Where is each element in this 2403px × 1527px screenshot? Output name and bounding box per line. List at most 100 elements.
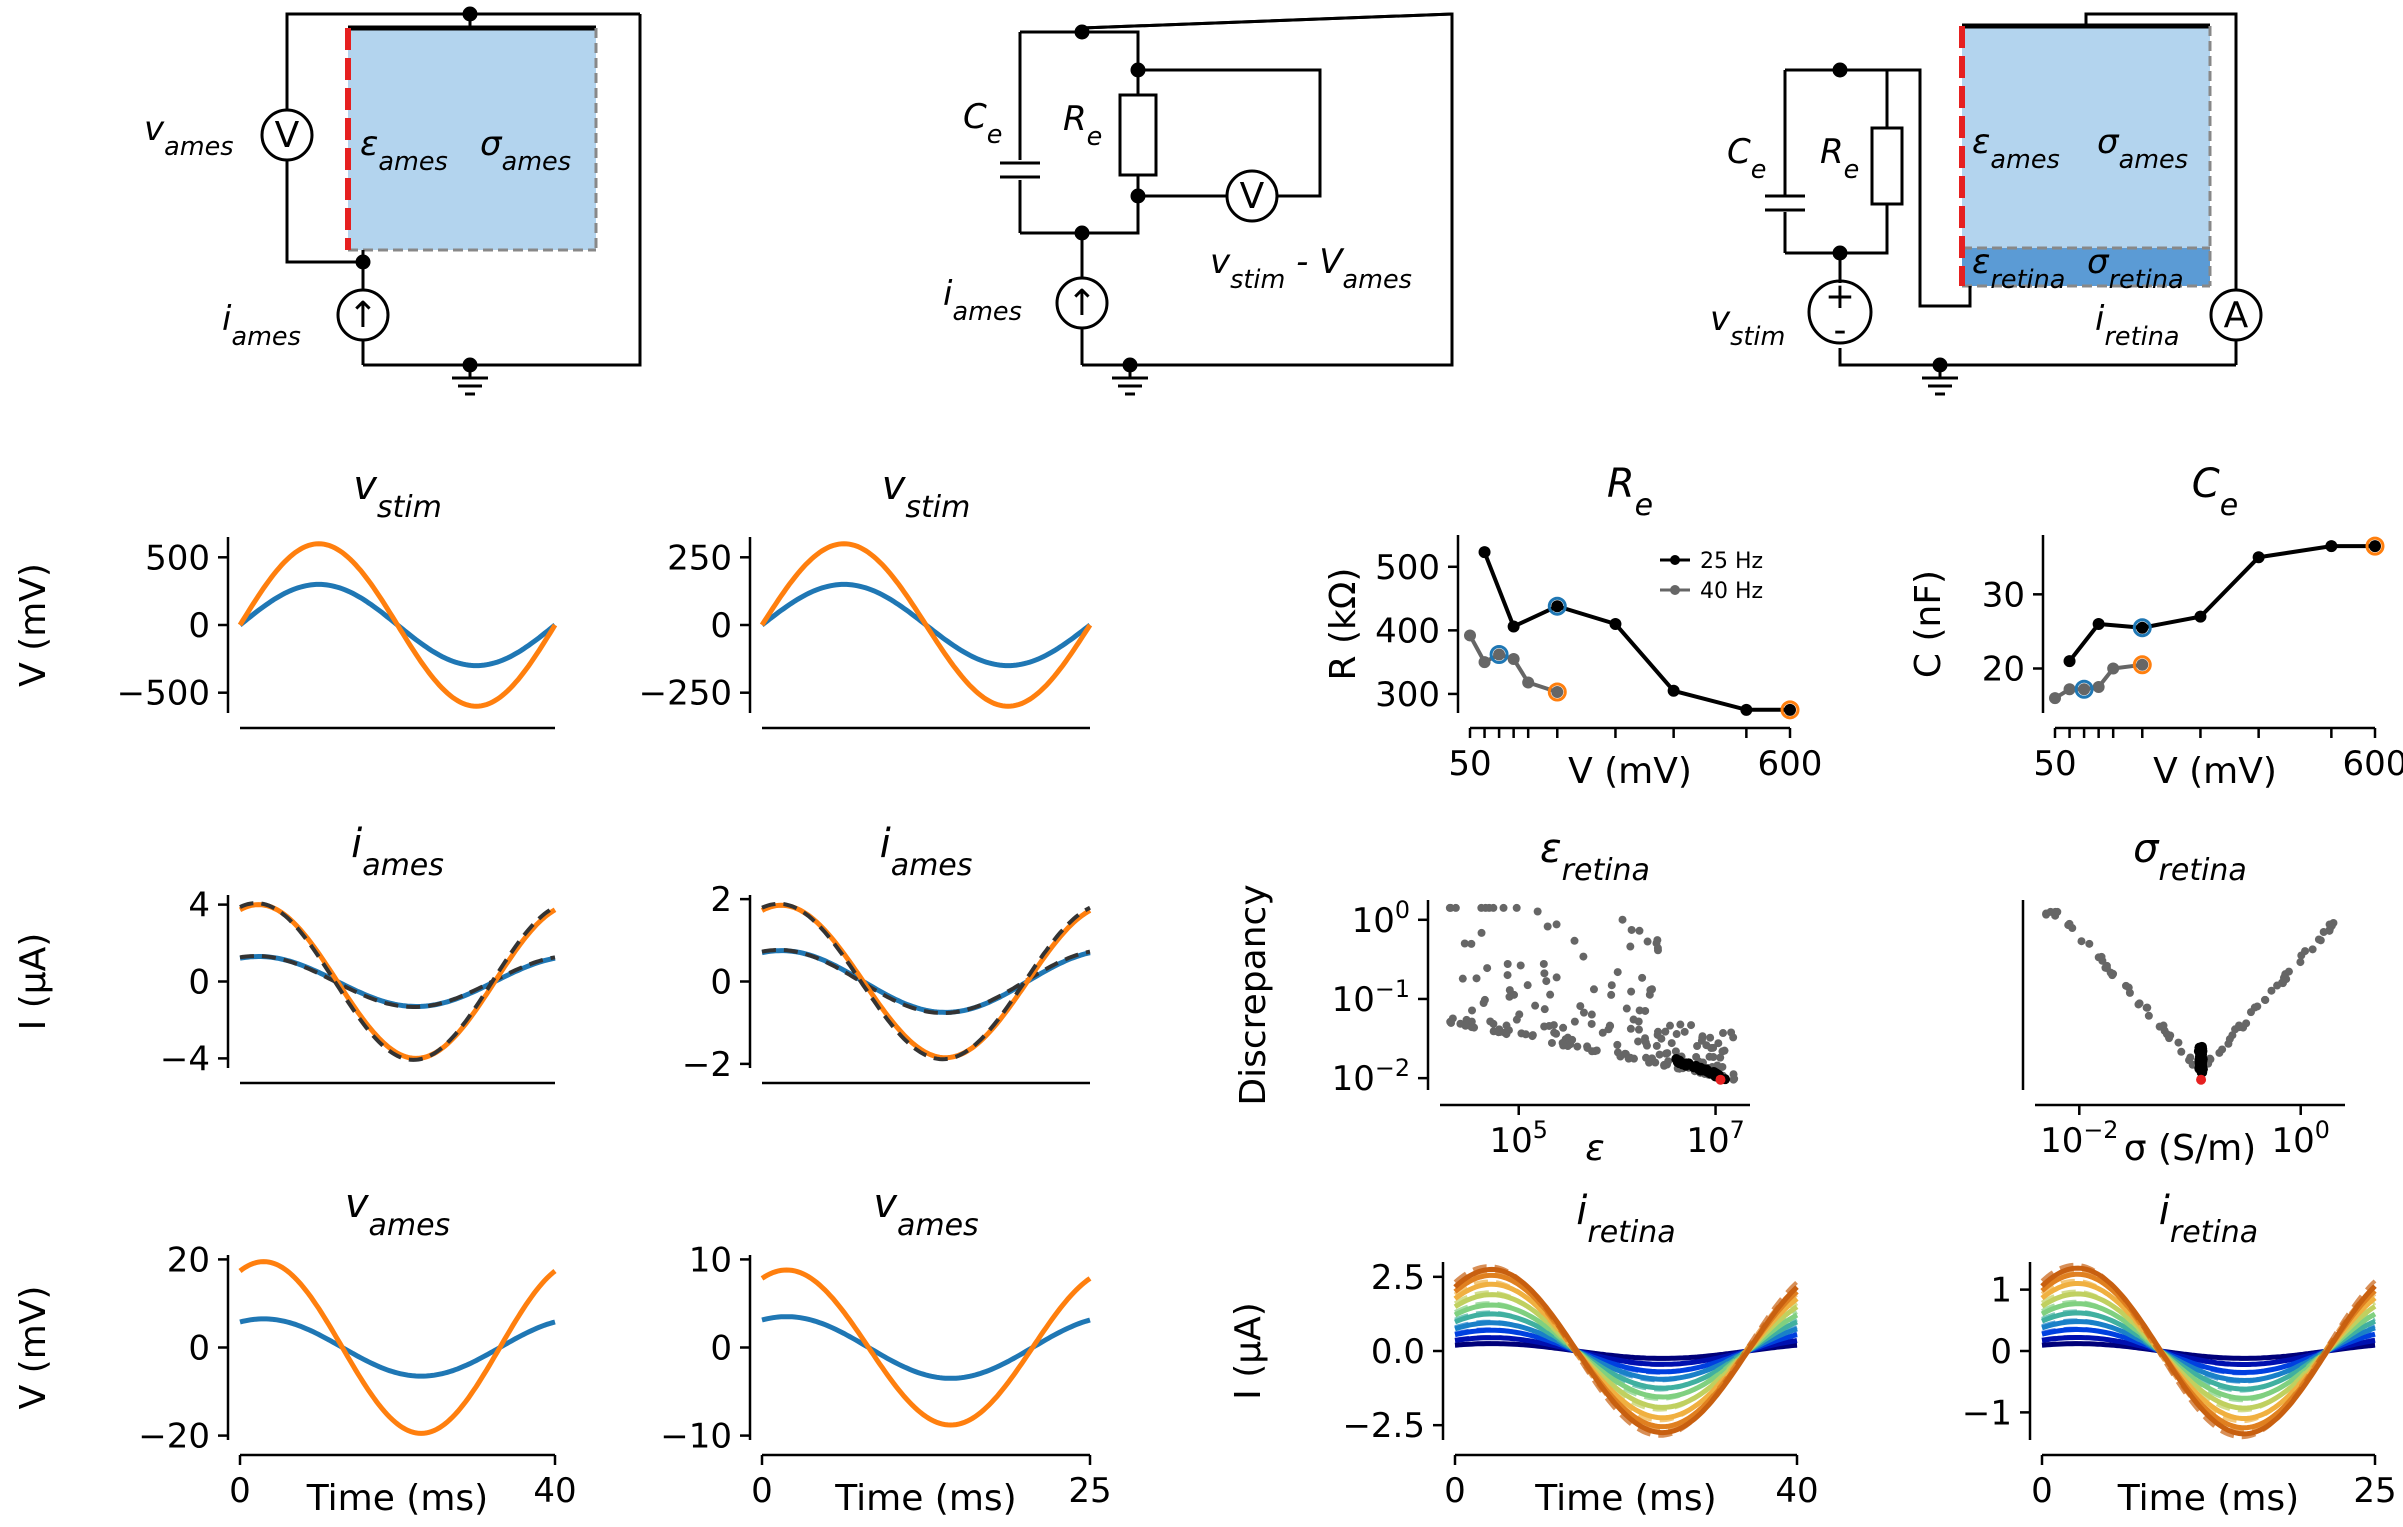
y-tick-label: 2	[710, 880, 732, 920]
y-axis-label: V (mV)	[13, 563, 54, 687]
ames-bath-3	[1962, 26, 2210, 248]
scatter-point	[1727, 1028, 1736, 1037]
y-tick-label: −20	[138, 1417, 210, 1457]
scatter-point	[1528, 1031, 1537, 1040]
data-point	[1522, 676, 1535, 689]
series-line-1	[238, 1259, 557, 1436]
circuit-2-meter-0: V	[1240, 176, 1265, 217]
scatter-point	[1533, 907, 1542, 916]
fit-trace-5	[2041, 1299, 2376, 1403]
series-line-1	[238, 902, 557, 1061]
x-tick-label: 0	[229, 1471, 251, 1511]
x-tick-label: 10−2	[2040, 1116, 2118, 1161]
scatter-point	[2085, 939, 2094, 948]
y-tick-label: 20	[1982, 650, 2025, 690]
series-line-1	[237, 541, 558, 709]
chart-p9: εretina 100 10−1 10−2 105 107 Discrepancy ε	[1233, 826, 1750, 1169]
x-axis-label: V (mV)	[1568, 751, 1692, 792]
circuit-3-label-1: Re	[1820, 132, 1859, 185]
y-tick-label: −10	[660, 1417, 732, 1457]
circuit-1-label-3: iames	[222, 299, 301, 352]
scatter-point	[1634, 1017, 1643, 1026]
chart-title: Re	[1607, 461, 1653, 523]
scatter-point	[1702, 1041, 1711, 1050]
scatter-point	[1634, 1025, 1643, 1034]
y-tick-label: −2	[682, 1045, 732, 1085]
circuit-3-meter-2: -	[1834, 310, 1847, 351]
scatter-point	[1653, 944, 1662, 953]
y-tick-label: 300	[1375, 675, 1440, 715]
highlight-point	[1489, 645, 1509, 665]
series-line-0	[239, 1316, 556, 1379]
legend-marker	[1670, 555, 1680, 565]
chart-p6: vames 10 0 −10 0 25 Time (ms)	[660, 1181, 1111, 1519]
highlight-point	[2132, 618, 2152, 638]
scatter-point	[1467, 1017, 1476, 1026]
data-point	[1740, 703, 1753, 716]
circuit-2-label-2: iames	[943, 274, 1022, 327]
chart-p10: σretina 10−2 100 σ (S/m)	[2021, 826, 2345, 1169]
scatter-point	[1667, 1039, 1676, 1048]
chart-p5: vames 20 0 −20 0 40 V (mV) Time (ms)	[13, 1181, 577, 1519]
circuit-2-label-0: Ce	[963, 97, 1002, 150]
scatter-point	[2319, 928, 2328, 937]
data-point	[2063, 655, 2076, 668]
scatter-point	[2077, 937, 2086, 946]
scatter-point	[1517, 1029, 1526, 1038]
scatter-point	[1729, 1075, 1738, 1084]
scatter-point	[1635, 926, 1644, 935]
scatter-point	[1481, 903, 1490, 912]
data-point	[1609, 618, 1622, 630]
scatter-point	[1665, 1021, 1674, 1030]
scatter-point	[2215, 1048, 2224, 1057]
scatter-point	[1661, 1027, 1670, 1036]
circuit-2-voltage-label: vstim - Vames	[1210, 242, 1412, 295]
scatter-point	[1638, 973, 1647, 982]
scatter-point	[2174, 1038, 2183, 1047]
y-tick-label: 10	[689, 1240, 732, 1280]
scatter-point	[2097, 952, 2106, 961]
scatter-point	[2155, 1022, 2164, 1031]
scatter-point	[2108, 971, 2117, 980]
fit-trace-3	[1454, 1319, 1798, 1383]
x-axis-label: Time (ms)	[834, 1478, 1016, 1519]
scatter-point	[1460, 939, 1469, 948]
scatter-point	[1718, 1047, 1727, 1056]
chart-p12: iretina 1 0 −1 0 25 Time (ms)	[1962, 1188, 2397, 1519]
x-tick-label: 107	[1686, 1116, 1744, 1161]
current-trace-9	[1453, 1266, 1799, 1436]
scatter-point	[2125, 988, 2134, 997]
chart-title: vames	[345, 1181, 450, 1243]
fit-trace-5	[1454, 1301, 1798, 1401]
scatter-point	[2301, 947, 2310, 956]
data-point	[2369, 540, 2381, 553]
scatter-point	[1653, 1030, 1662, 1039]
scatter-point	[1616, 1052, 1625, 1061]
scatter-point	[1655, 1050, 1664, 1059]
chart-title: iretina	[1576, 1188, 1675, 1250]
scatter-point	[1622, 1004, 1631, 1013]
ames-bath	[348, 28, 596, 250]
scatter-point	[1470, 1023, 1479, 1032]
scatter-point	[1671, 1047, 1680, 1056]
scatter-point	[2296, 958, 2305, 967]
y-tick-label: 100	[1352, 896, 1410, 941]
y-tick-label: 0	[710, 1329, 732, 1369]
circuit-3-label-4: εretina	[1972, 242, 2065, 295]
scatter-point	[2144, 1011, 2153, 1020]
x-tick-label: 50	[1448, 744, 1491, 784]
data-point	[1507, 652, 1520, 665]
y-tick-label: 0	[188, 1329, 210, 1369]
scatter-point	[1627, 925, 1636, 934]
scatter-point	[2102, 961, 2111, 970]
optimum-point	[1715, 1074, 1726, 1085]
fit-trace-9	[1453, 1264, 1799, 1438]
y-tick-label: 20	[167, 1240, 210, 1280]
data-point	[2092, 681, 2105, 694]
y-tick-label: 0	[710, 963, 732, 1003]
scatter-point	[1495, 1028, 1504, 1037]
data-point	[2194, 610, 2207, 623]
scatter-point	[1643, 937, 1652, 946]
x-axis-label: Time (ms)	[1534, 1478, 1716, 1519]
